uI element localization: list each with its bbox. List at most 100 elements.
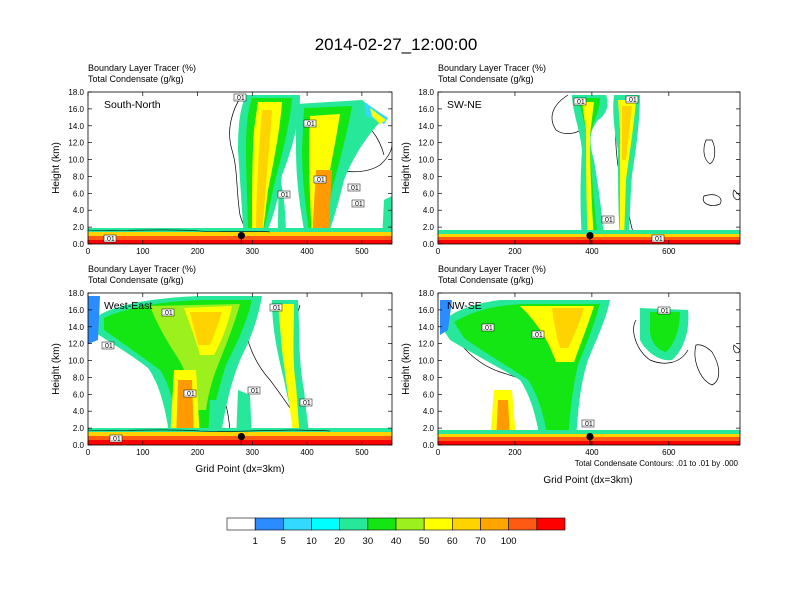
panel-title-line1: Boundary Layer Tracer (%) [438,264,546,274]
x-tick-label: 0 [86,247,91,256]
y-tick-label: 12.0 [418,340,434,349]
location-marker [586,231,594,240]
y-ticks: 0.0 2.0 4.0 6.0 8.0 10.0 12.0 14.0 16.0 18.0 [68,289,392,450]
marker [237,432,245,445]
y-ticks: 0.0 2.0 4.0 6.0 8.0 10.0 12.0 14.0 16.0 18.0 [68,88,392,249]
panel-label: NW-SE [447,300,482,312]
panel-title-line2: Total Condensate (g/kg) [438,275,534,285]
y-tick-label: 18.0 [418,289,434,298]
x-tick-label: 300 [246,247,260,256]
panel-label: West-East [104,300,152,312]
colorbar-label: 30 [363,536,374,547]
colorbar-label: 100 [501,536,517,547]
contour-label [109,434,123,443]
panel-west-east: Boundary Layer Tracer (%) Total Condensa… [51,264,393,475]
y-tick-label: 8.0 [73,373,85,382]
contour-label [247,386,261,395]
panel-title-line2: Total Condensate (g/kg) [88,74,184,84]
x-tick-label: 100 [136,448,150,457]
y-tick-label: 0.0 [423,240,435,249]
panel-label: South-North [104,99,161,111]
colorbar-label: 1 [253,536,258,547]
contour-label-text: .01 [583,421,593,428]
y-tick-label: 4.0 [423,407,435,416]
contour-label-text: .01 [315,177,325,184]
colorbar-swatch [508,517,538,531]
y-tick-label: 16.0 [418,306,434,315]
y-tick-label: 18.0 [68,88,84,97]
contour-label-text: .01 [627,97,637,104]
y-tick-label: 2.0 [73,223,85,232]
panel-title-line2: Total Condensate (g/kg) [88,275,184,285]
y-tick-label: 12.0 [68,139,84,148]
plot-area: .01 .01 .01 .01 .01 .01 .01 [88,92,392,244]
x-tick-label: 0 [436,448,441,457]
y-tick-label: 14.0 [418,323,434,332]
marker [586,432,594,445]
contour-label [573,97,587,106]
colorbar-swatch [452,517,481,531]
contour-label-text: .01 [111,436,121,443]
marker [237,231,245,244]
y-tick-label: 4.0 [73,206,85,215]
x-tick-label: 400 [300,247,314,256]
x-tick-label: 200 [191,448,205,457]
x-tick-label: 300 [246,448,260,457]
x-tick-label: 400 [585,247,599,256]
contour-label [299,398,313,407]
contour-label-text: .01 [105,236,115,243]
y-tick-label: 16.0 [68,306,84,315]
contour-label-text: .01 [483,325,493,332]
y-tick-label: 18.0 [68,289,84,298]
x-tick-label: 400 [300,448,314,457]
y-tick-label: 2.0 [423,223,435,232]
y-tick-label: 8.0 [423,172,435,181]
figure-title: 2014-02-27_12:00:00 [315,35,478,54]
x-tick-label: 600 [662,448,676,457]
contour-label [277,190,291,199]
contour-label-text: .01 [163,310,173,317]
contour-label [101,341,115,350]
panel-nw-se: Boundary Layer Tracer (%) Total Condensa… [401,264,741,486]
colorbar-swatch [283,517,312,531]
y-tick-label: 0.0 [73,240,85,249]
x-axis-label: Grid Point (dx=3km) [543,475,632,486]
x-axis-label: Grid Point (dx=3km) [195,464,284,475]
y-tick-label: 12.0 [418,139,434,148]
x-tick-label: 200 [191,247,205,256]
contour-label [657,306,671,315]
colorbar-label: 10 [306,536,317,547]
x-ticks: 0 200 400 600 [436,293,676,457]
colorbar: 1 5 10 20 30 40 50 60 70 100 [226,517,566,547]
y-tick-label: 6.0 [423,189,435,198]
contour-label-text: .01 [653,236,663,243]
contour-label-text: .01 [353,201,363,208]
contour-label [269,303,283,312]
y-tick-label: 14.0 [68,122,84,131]
y-tick-label: 14.0 [68,323,84,332]
contour-label [161,308,175,317]
contour-label [351,199,365,208]
contour-label [531,330,545,339]
y-tick-label: 16.0 [418,105,434,114]
y-tick-label: 6.0 [73,390,85,399]
colorbar-swatch [480,517,509,531]
y-tick-label: 16.0 [68,105,84,114]
contour-label [601,215,615,224]
colorbar-swatch [339,517,369,531]
panel-title-line2: Total Condensate (g/kg) [438,74,534,84]
contour-label-text: .01 [301,400,311,407]
contour-label [347,183,361,192]
x-tick-label: 200 [508,247,522,256]
colorbar-swatch [395,517,425,531]
y-axis-label: Height (km) [401,142,412,194]
x-tick-label: 200 [508,448,522,457]
colorbar-swatch [367,517,397,531]
x-tick-label: 100 [136,247,150,256]
panel-title-line1: Boundary Layer Tracer (%) [88,63,196,73]
y-tick-label: 2.0 [423,424,435,433]
plot-area: .01 .01 .01 .01 [438,92,740,244]
x-ticks: 0 100 200 300 400 500 [86,293,369,457]
y-tick-label: 0.0 [423,441,435,450]
